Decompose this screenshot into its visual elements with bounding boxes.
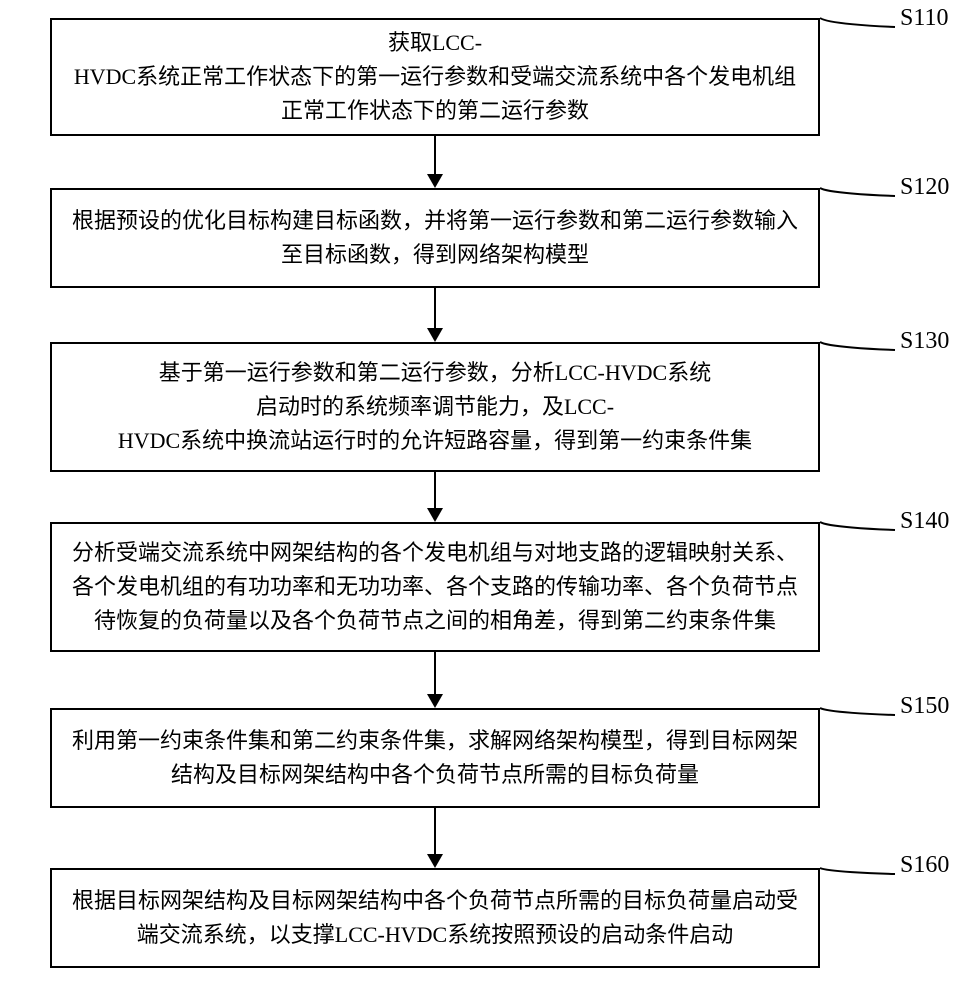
label-connector (815, 703, 900, 720)
step-label-s150: S150 (900, 693, 949, 720)
step-box-s110: 获取LCC- HVDC系统正常工作状态下的第一运行参数和受端交流系统中各个发电机… (50, 18, 820, 136)
label-connector (815, 863, 900, 879)
step-box-s120: 根据预设的优化目标构建目标函数，并将第一运行参数和第二运行参数输入 至目标函数，… (50, 188, 820, 288)
step-text: 获取LCC- HVDC系统正常工作状态下的第一运行参数和受端交流系统中各个发电机… (74, 26, 796, 128)
arrow-line (434, 808, 436, 854)
arrow-line (434, 288, 436, 328)
label-connector (815, 517, 900, 535)
arrow-head-icon (427, 508, 443, 522)
step-label-s120: S120 (900, 174, 949, 201)
label-connector (815, 337, 900, 355)
step-box-s130: 基于第一运行参数和第二运行参数，分析LCC-HVDC系统 启动时的系统频率调节能… (50, 342, 820, 472)
step-label-s110: S110 (900, 5, 948, 32)
step-text: 利用第一约束条件集和第二约束条件集，求解网络架构模型，得到目标网架 结构及目标网… (72, 724, 798, 792)
arrow-line (434, 136, 436, 174)
step-text: 根据目标网架结构及目标网架结构中各个负荷节点所需的目标负荷量启动受 端交流系统，… (72, 884, 798, 952)
arrow-line (434, 652, 436, 694)
arrow-line (434, 472, 436, 508)
arrow-head-icon (427, 694, 443, 708)
label-connector (815, 183, 900, 201)
step-box-s160: 根据目标网架结构及目标网架结构中各个负荷节点所需的目标负荷量启动受 端交流系统，… (50, 868, 820, 968)
arrow-head-icon (427, 174, 443, 188)
step-text: 基于第一运行参数和第二运行参数，分析LCC-HVDC系统 启动时的系统频率调节能… (118, 356, 752, 458)
step-text: 分析受端交流系统中网架结构的各个发电机组与对地支路的逻辑映射关系、 各个发电机组… (72, 536, 798, 638)
arrow-head-icon (427, 854, 443, 868)
flowchart-canvas: 获取LCC- HVDC系统正常工作状态下的第一运行参数和受端交流系统中各个发电机… (0, 0, 967, 1000)
step-label-s160: S160 (900, 852, 949, 879)
step-text: 根据预设的优化目标构建目标函数，并将第一运行参数和第二运行参数输入 至目标函数，… (72, 204, 798, 272)
arrow-head-icon (427, 328, 443, 342)
step-label-s140: S140 (900, 508, 949, 535)
step-box-s150: 利用第一约束条件集和第二约束条件集，求解网络架构模型，得到目标网架 结构及目标网… (50, 708, 820, 808)
step-label-s130: S130 (900, 328, 949, 355)
step-box-s140: 分析受端交流系统中网架结构的各个发电机组与对地支路的逻辑映射关系、 各个发电机组… (50, 522, 820, 652)
label-connector (815, 13, 900, 32)
